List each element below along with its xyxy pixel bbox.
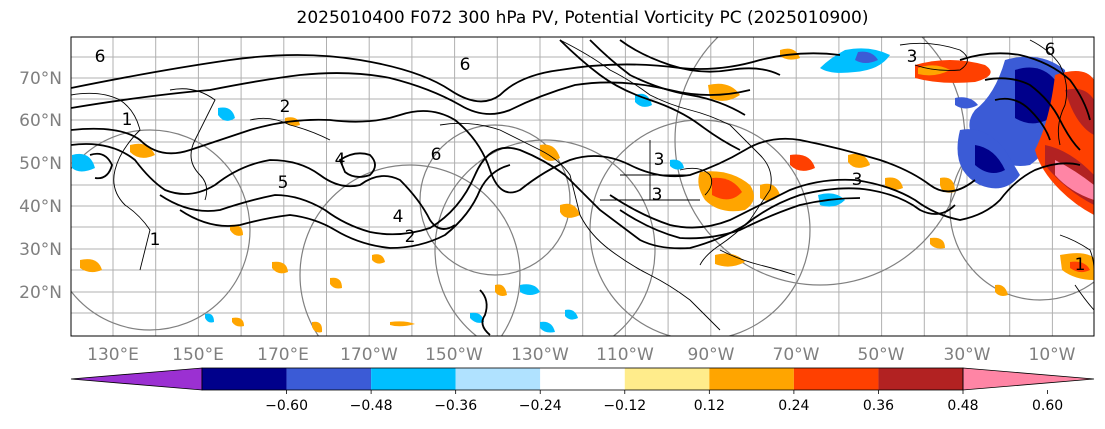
longitude-labels: 130°E 150°E 170°E 170°W 150°W 130°W 110°W 90°W 7… (87, 345, 1076, 365)
contour-label: 3 (654, 150, 665, 170)
latitude-label: 30°N (19, 240, 62, 260)
map-border (70, 36, 1095, 337)
contour-label: 6 (431, 145, 442, 165)
colorbar-segment (286, 368, 372, 390)
contour-label: 6 (1045, 40, 1056, 60)
longitude-label: 130°E (87, 345, 139, 365)
contour-label: 5 (278, 173, 289, 193)
colorbar-tick-label: −0.60 (265, 398, 308, 414)
pv-contours (71, 39, 1091, 336)
longitude-label: 150°W (425, 345, 483, 365)
colorbar-extend-low (70, 367, 203, 391)
colorbar-tick-label: 0.36 (863, 398, 894, 414)
longitude-label: 110°W (596, 345, 654, 365)
contour-label: 1 (122, 110, 133, 130)
colorbar-segment (202, 368, 287, 390)
latitude-label: 50°N (19, 154, 62, 174)
longitude-label: 90°W (688, 345, 735, 365)
contour-label: 2 (405, 227, 416, 247)
colorbar-tick-label: −0.36 (434, 398, 477, 414)
contour-label: 1 (1075, 255, 1086, 275)
contour-label: 6 (95, 47, 106, 67)
contour-label: 3 (652, 185, 663, 205)
latitude-label: 60°N (19, 111, 62, 131)
contour-label: 3 (907, 47, 918, 67)
colorbar-tick-label: −0.12 (603, 398, 646, 414)
colorbar-tick-label: 0.24 (778, 398, 809, 414)
longitude-label: 170°W (340, 345, 398, 365)
longitude-label: 170°E (257, 345, 309, 365)
contour-label: 4 (335, 150, 346, 170)
contour-label: 2 (280, 97, 291, 117)
longitude-label: 10°W (1029, 345, 1076, 365)
colorbar (70, 367, 1095, 391)
colorbar-tick-labels: −0.60 −0.48 −0.36 −0.24 −0.12 0.12 0.24 0.36 0.4… (265, 390, 1063, 414)
contour-label: 1 (150, 230, 161, 250)
colorbar-tick-label: −0.24 (519, 398, 562, 414)
colorbar-tick-label: −0.48 (350, 398, 393, 414)
colorbar-segment (371, 368, 456, 390)
colorbar-segment (709, 368, 794, 390)
colorbar-segment (624, 368, 710, 390)
latitude-label: 70°N (19, 69, 62, 89)
longitude-label: 30°W (944, 345, 991, 365)
latitude-label: 40°N (19, 197, 62, 217)
latitude-labels: 70°N 60°N 50°N 40°N 30°N 20°N (19, 69, 62, 303)
colorbar-tick-label: 0.48 (947, 398, 978, 414)
longitude-label: 50°W (858, 345, 905, 365)
colorbar-segment (878, 368, 963, 390)
map-title: 2025010400 F072 300 hPa PV, Potential Vo… (296, 8, 869, 28)
coastlines (71, 39, 1094, 331)
colorbar-extend-high (962, 367, 1095, 391)
longitude-label: 130°W (511, 345, 569, 365)
contour-label: 4 (393, 207, 404, 227)
contour-label: 6 (460, 55, 471, 75)
longitude-label: 150°E (172, 345, 224, 365)
longitude-label: 70°W (773, 345, 820, 365)
colorbar-segment (540, 368, 625, 390)
colorbar-tick-label: 0.12 (694, 398, 725, 414)
colorbar-tick-label: 0.60 (1032, 398, 1063, 414)
colorbar-segment (455, 368, 541, 390)
colorbar-border (201, 367, 964, 391)
latitude-label: 20°N (19, 283, 62, 303)
colorbar-segment (793, 368, 879, 390)
contour-label: 3 (852, 170, 863, 190)
